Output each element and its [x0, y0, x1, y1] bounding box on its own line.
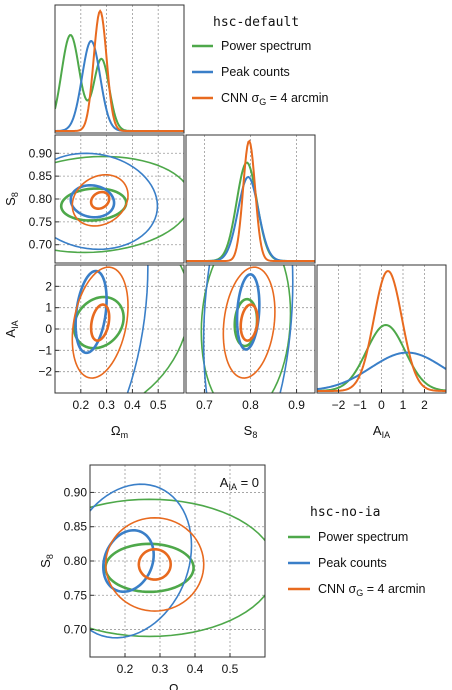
- panel-aia-aia: −2 −1 0 1 2 AIA: [316, 264, 447, 440]
- panel-om-om: [54, 4, 185, 134]
- y-tick-label: 0.70: [29, 238, 53, 252]
- y-tick-label: 0.80: [29, 192, 53, 206]
- x-tick-label: 0.3: [152, 662, 169, 676]
- x-tick-label: 0.4: [124, 398, 141, 412]
- y-tick-label: 0.80: [64, 554, 88, 568]
- legend-entry: CNN σG = 4 arcmin: [221, 91, 329, 107]
- y-tick-label: 2: [45, 279, 52, 293]
- y-tick-label: 1: [45, 301, 52, 315]
- panel-frame: [185, 134, 316, 264]
- marginal-om-series-2: [55, 9, 184, 132]
- x-axis-label-aia: AIA: [373, 423, 390, 440]
- x-tick-label: −1: [353, 398, 367, 412]
- x-tick-label: 0.7: [196, 398, 213, 412]
- legend-entry: Power spectrum: [221, 39, 311, 53]
- x-tick-label: 0.5: [222, 662, 239, 676]
- contour-om_aia-series-0-level-0: [72, 295, 125, 350]
- contour-om_s8-series-2-level-0: [89, 190, 111, 210]
- marginal-s8-series-2: [186, 139, 315, 262]
- x-tick-label: 1: [400, 398, 407, 412]
- contour-om_s8-series-2-level-1: [71, 173, 129, 227]
- marginal-aia-series-1: [317, 351, 446, 391]
- panel-frame: [54, 4, 185, 134]
- contour-om_aia-series-2-level-1: [71, 266, 129, 379]
- annotation-aia-zero: AIA = 0: [220, 475, 259, 492]
- x-axis-label-om: Ωm: [169, 681, 186, 690]
- contour-om_s8-series-1-level-1: [55, 152, 159, 251]
- x-tick-label: 0.5: [150, 398, 167, 412]
- contour-s8_aia-series-2-level-1: [222, 266, 276, 379]
- legend-entry: CNN σG = 4 arcmin: [318, 582, 426, 598]
- y-tick-label: 0.85: [64, 520, 88, 534]
- contour-s8_aia-series-0-level-0: [233, 297, 259, 348]
- x-tick-label: 0.4: [187, 662, 204, 676]
- contour-om_s8-series-1-level-0: [69, 183, 116, 219]
- panel-om-s8: 0.70 0.75 0.80 0.85 0.90 S8: [3, 134, 185, 264]
- x-tick-label: 0: [378, 398, 385, 412]
- x-axis-label-om: Ωm: [111, 423, 128, 440]
- x-tick-label: 0.3: [98, 398, 115, 412]
- x-tick-label: 0.8: [242, 398, 259, 412]
- y-tick-label: 0.85: [29, 169, 53, 183]
- contour-no-ia-series-1-level-1: [90, 483, 193, 639]
- panel-s8-aia: 0.7 0.8 0.9 S8: [185, 264, 316, 440]
- contour-om_aia-series-0-level-1: [142, 265, 184, 393]
- legend-hsc-no-ia: hsc-no-ia Power spectrum Peak counts CNN σG…: [288, 505, 426, 598]
- y-tick-label: 0.90: [64, 485, 88, 499]
- y-axis-label-s8: S8: [3, 192, 20, 206]
- y-tick-label: −1: [38, 343, 52, 357]
- contour-s8_aia-series-2-level-0: [239, 303, 259, 342]
- contour-no-ia-series-0-level-1: [90, 498, 265, 638]
- marginal-om-series-1: [55, 40, 184, 132]
- x-axis-label-s8: S8: [244, 423, 258, 440]
- contour-om_aia-series-2-level-0: [89, 303, 111, 342]
- panel-om-aia: −2 −1 0 1 2 AIA 0.2 0.3 0.4 0.5 Ωm: [3, 264, 185, 440]
- dataset-name-label: hsc-no-ia: [310, 505, 380, 520]
- dataset-name-label: hsc-default: [213, 15, 299, 30]
- y-tick-label: 0: [45, 322, 52, 336]
- legend-hsc-default: hsc-default Power spectrum Peak counts CNN …: [192, 15, 329, 107]
- panel-s8-s8: [185, 134, 316, 264]
- y-tick-label: −2: [38, 365, 52, 379]
- y-axis-label-s8: S8: [38, 554, 55, 568]
- contour-om_s8-series-0-level-1: [55, 155, 184, 254]
- legend-entry: Peak counts: [318, 556, 387, 570]
- y-tick-label: 0.75: [29, 215, 53, 229]
- contour-s8_aia-series-0-level-1: [200, 265, 292, 393]
- y-tick-label: 0.70: [64, 623, 88, 637]
- legend-entry: Power spectrum: [318, 530, 408, 544]
- marginal-aia-series-0: [317, 323, 446, 392]
- legend-entry: Peak counts: [221, 65, 290, 79]
- y-tick-label: 0.75: [64, 588, 88, 602]
- contour-no-ia-series-1-level-0: [101, 528, 156, 594]
- contour-s8_aia-series-1-level-1: [202, 265, 294, 393]
- contour-plot-hsc-no-ia: 0.2 0.3 0.4 0.5 0.70 0.75 0.80 0.85 0.90 Ωm S8 AIA …: [38, 464, 426, 690]
- y-axis-label-aia: AIA: [3, 320, 20, 337]
- x-tick-label: −2: [332, 398, 346, 412]
- x-tick-label: 0.2: [72, 398, 89, 412]
- x-tick-label: 2: [421, 398, 428, 412]
- y-tick-label: 0.90: [29, 146, 53, 160]
- contour-no-ia-series-2-level-1: [104, 516, 205, 612]
- x-tick-label: 0.2: [117, 662, 134, 676]
- x-tick-label: 0.9: [288, 398, 305, 412]
- contour-s8_aia-series-1-level-0: [235, 273, 261, 351]
- contour-om_s8-series-0-level-0: [59, 187, 128, 222]
- contour-no-ia-series-2-level-0: [137, 547, 172, 581]
